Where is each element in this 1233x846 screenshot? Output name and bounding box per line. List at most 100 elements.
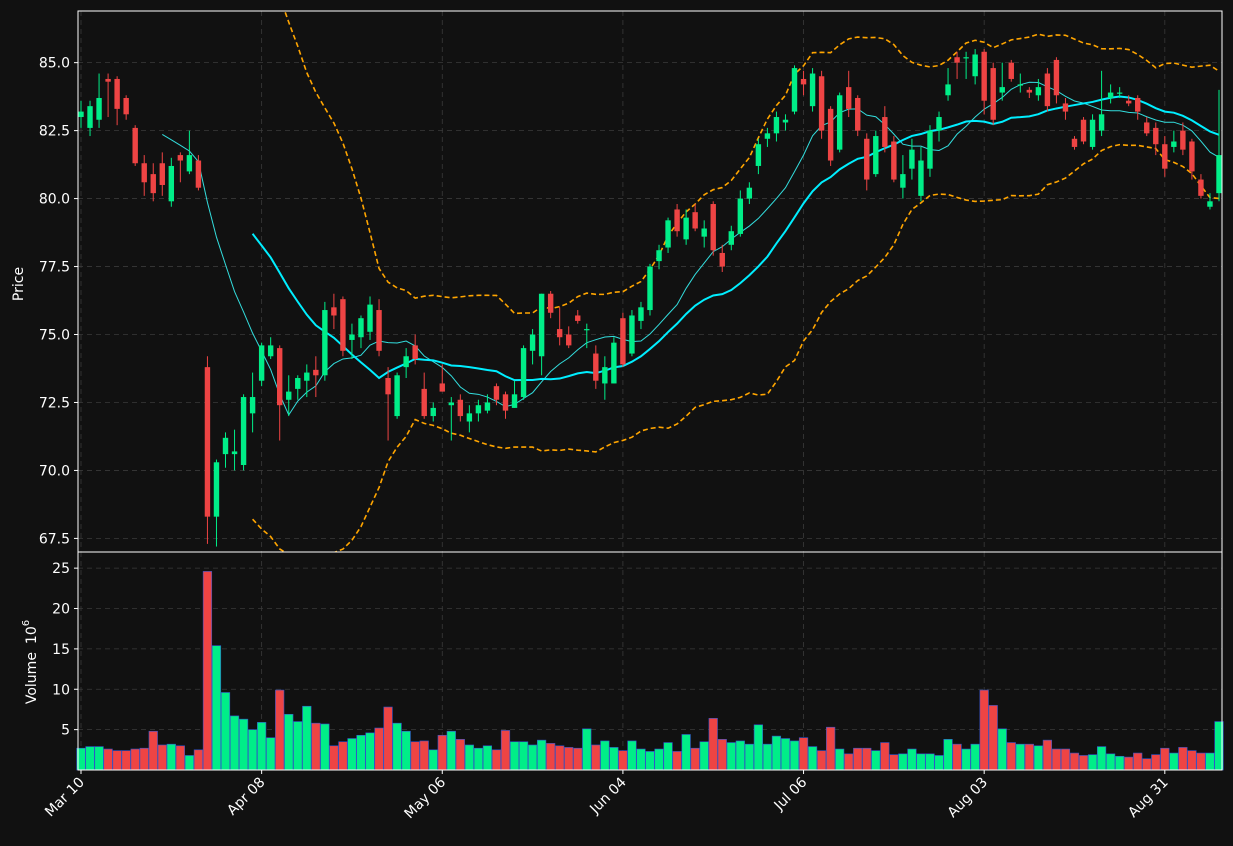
volume-bar (211, 645, 222, 771)
volume-bar (139, 747, 149, 771)
candle-body (827, 108, 834, 161)
candle-body (1062, 103, 1069, 112)
candle-body (1017, 84, 1024, 86)
candle-body (1216, 155, 1222, 194)
candle-body (78, 111, 84, 118)
candle-body (304, 372, 310, 381)
volume-bar (934, 755, 944, 771)
bollinger-lower-band (252, 143, 1220, 552)
candle-body (611, 342, 617, 384)
candle-body (87, 106, 93, 128)
volume-bar (663, 742, 673, 771)
candle-body (1053, 59, 1060, 96)
bollinger-upper-band (283, 11, 1220, 315)
volume-bar (1096, 746, 1107, 771)
volume-bar (1006, 742, 1016, 771)
candle-body (466, 413, 473, 422)
candle-body (719, 252, 725, 267)
candle-body (520, 348, 527, 398)
volume-bar (166, 743, 176, 771)
price-axis-label: Price (11, 267, 27, 301)
candle-body (1116, 92, 1123, 94)
candle-body (710, 204, 716, 251)
candle-body (656, 250, 662, 262)
volume-bar (780, 738, 791, 771)
price-tick-label: 70.0 (39, 463, 70, 479)
volume-bar (338, 741, 348, 771)
volume-bar (627, 740, 637, 771)
candle-body (412, 345, 418, 359)
candle-body (295, 378, 301, 389)
volume-bar (789, 740, 800, 771)
volume-tick-label: 5 (61, 723, 70, 739)
candle-body (475, 405, 482, 414)
candle-body (493, 386, 500, 400)
volume-bar (654, 748, 664, 771)
candle-body (638, 307, 644, 321)
volume-bar (762, 743, 773, 771)
volume-bar (482, 745, 493, 771)
volume-bar (302, 705, 312, 771)
volume-bar (844, 753, 854, 771)
candle-body (593, 353, 599, 381)
volume-bar (329, 745, 339, 771)
volume-bar (925, 753, 935, 771)
volume-layer (76, 571, 1224, 771)
candle-body (349, 334, 355, 340)
candle-body (403, 356, 409, 368)
candle-body (873, 136, 879, 175)
volume-bar (1060, 748, 1071, 771)
candle-body (1125, 100, 1132, 104)
volume-bar (103, 748, 113, 771)
candle-body (791, 68, 798, 112)
volume-bar (266, 737, 276, 771)
candle-body (809, 73, 816, 107)
volume-bar (1078, 755, 1089, 771)
volume-bar (257, 722, 267, 771)
volume-bar (1115, 755, 1125, 771)
candle-body (755, 144, 762, 166)
volume-bar (555, 745, 565, 771)
volume-bar (401, 730, 411, 771)
volume-bar (464, 744, 474, 771)
volume-bar (672, 751, 682, 771)
volume-axis-unit-exponent: 6 (21, 620, 32, 626)
volume-bar (229, 715, 240, 771)
candle-body (123, 97, 129, 115)
volume-bar (148, 730, 158, 771)
candle-body (96, 97, 102, 120)
candle-body (674, 209, 680, 232)
candle-body (936, 117, 942, 131)
candle-body (845, 87, 852, 109)
candle-body (448, 402, 455, 406)
candle-body (213, 462, 220, 517)
candle-body (276, 348, 283, 406)
volume-bar (175, 745, 185, 771)
volume-bar (970, 743, 980, 771)
volume-bar (1178, 747, 1188, 771)
candle-body (222, 437, 229, 455)
candle-body (836, 95, 843, 150)
candle-body (818, 76, 825, 131)
candle-body (909, 149, 915, 169)
candle-body (782, 119, 789, 123)
volume-tick-label: 25 (52, 561, 70, 577)
candle-body (502, 394, 509, 411)
volume-bar (248, 729, 258, 771)
price-tick-label: 85.0 (39, 56, 70, 72)
candle-body (150, 174, 156, 194)
candle-body (764, 133, 771, 139)
volume-tick-label: 15 (52, 642, 70, 658)
volume-bar (564, 747, 574, 771)
volume-bar (1196, 752, 1206, 771)
volume-bar (455, 739, 465, 771)
candle-body (421, 388, 427, 417)
volume-bar (1169, 752, 1179, 771)
volume-bar (744, 743, 754, 771)
volume-bar (726, 742, 736, 771)
volume-bar (717, 739, 727, 771)
volume-bar (392, 722, 402, 771)
volume-bar (1124, 756, 1134, 771)
volume-bar (383, 706, 393, 771)
